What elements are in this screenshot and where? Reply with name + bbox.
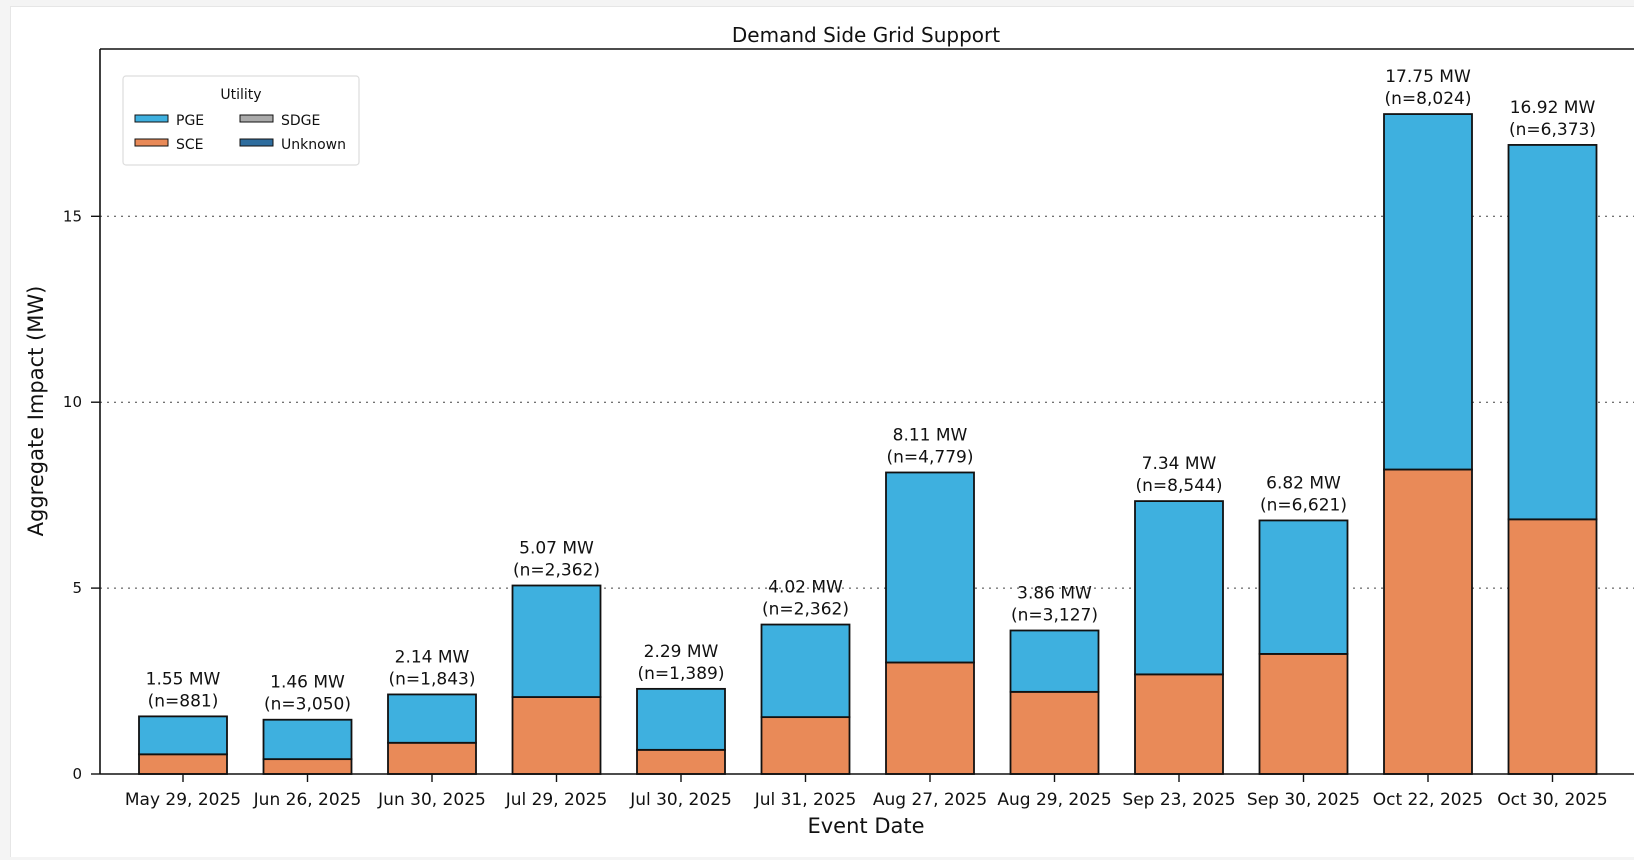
bar-segment-sce [1009, 690, 1100, 775]
bar-total-label: 5.07 MW [519, 539, 594, 559]
x-tick-label: Oct 22, 2025 [1373, 790, 1484, 810]
legend-label-sdge: SDGE [281, 113, 320, 129]
x-ticks: May 29, 2025 Jun 26, 2025 Jun 30, 2025 Jul … [125, 774, 1608, 810]
bar-count-label: (n=2,362) [762, 600, 849, 620]
legend-label-unknown: Unknown [281, 137, 346, 153]
bar-total-label: 1.46 MW [270, 673, 345, 693]
bar-total-label: 3.86 MW [1017, 583, 1092, 603]
bar-segment-pge [760, 623, 851, 719]
y-tick-label: 5 [72, 579, 82, 597]
bar-total-label: 2.14 MW [395, 647, 470, 667]
bar-segment-sce [1258, 653, 1349, 775]
legend-swatch-sce [134, 138, 169, 147]
bar-count-label: (n=881) [148, 691, 219, 711]
bar-segment-sce [1507, 518, 1598, 775]
y-ticks: 0 5 10 15 [63, 207, 100, 783]
legend-swatch-sdge [239, 114, 274, 123]
bar-segment-pge [1383, 113, 1473, 471]
bar-count-label: (n=4,779) [887, 447, 974, 467]
bar-total-label: 7.34 MW [1142, 454, 1217, 474]
bar-segment-pge [1009, 629, 1100, 693]
x-tick-label: Oct 30, 2025 [1497, 790, 1608, 810]
bar-total-label: 8.11 MW [893, 425, 968, 445]
bar-segment-pge [1258, 519, 1349, 655]
legend: Utility PGE SDGE SCE Unknown [122, 75, 360, 166]
y-tick-label: 15 [63, 207, 82, 225]
bar-segment-sce [636, 748, 726, 775]
x-tick-label: Jul 31, 2025 [754, 790, 857, 810]
bar-segment-pge [885, 471, 975, 664]
bar-segment-pge [1134, 500, 1224, 676]
bar-segment-pge [262, 718, 353, 761]
bar-total-label: 4.02 MW [768, 578, 843, 598]
bar-count-label: (n=1,389) [638, 664, 725, 684]
bar-labels: 1.55 MW(n=881)1.46 MW(n=3,050)2.14 MW(n=… [146, 67, 1596, 715]
bar-count-label: (n=8,024) [1385, 89, 1472, 109]
bar-segment-sce [387, 741, 477, 775]
legend-swatch-unknown [239, 138, 274, 147]
bar-count-label: (n=3,050) [264, 695, 351, 715]
legend-title: Utility [220, 87, 261, 103]
bar-segment-sce [885, 661, 975, 775]
legend-swatch-pge [134, 114, 169, 123]
x-tick-label: Sep 30, 2025 [1247, 790, 1360, 810]
bar-segment-pge [511, 584, 602, 698]
bar-segment-pge [138, 715, 228, 756]
x-tick-label: Aug 29, 2025 [997, 790, 1111, 810]
x-axis-title: Event Date [807, 814, 924, 838]
bar-segment-sce [262, 758, 353, 775]
axes [99, 48, 1634, 775]
x-tick-label: Sep 23, 2025 [1122, 790, 1235, 810]
bar-segment-sce [511, 696, 602, 775]
bar-count-label: (n=2,362) [513, 561, 600, 581]
bar-total-label: 1.55 MW [146, 669, 221, 689]
x-tick-label: Jun 30, 2025 [377, 790, 486, 810]
bar-count-label: (n=3,127) [1011, 605, 1098, 625]
y-tick-label: 10 [63, 393, 82, 411]
x-tick-label: Jun 26, 2025 [253, 790, 362, 810]
y-axis-title: Aggregate Impact (MW) [24, 286, 48, 537]
bar-segment-pge [636, 687, 726, 751]
bar-count-label: (n=1,843) [389, 669, 476, 689]
bar-segment-sce [1383, 468, 1473, 775]
x-tick-label: Aug 27, 2025 [873, 790, 987, 810]
bars [138, 113, 1598, 775]
bar-total-label: 2.29 MW [644, 642, 719, 662]
bar-segment-pge [1507, 144, 1598, 521]
bar-segment-sce [760, 716, 851, 775]
legend-label-pge: PGE [176, 113, 204, 129]
bar-total-label: 17.75 MW [1385, 67, 1471, 87]
x-tick-label: Jul 29, 2025 [505, 790, 608, 810]
bar-segment-sce [1134, 673, 1224, 775]
bar-count-label: (n=6,373) [1509, 120, 1596, 140]
x-tick-label: May 29, 2025 [125, 790, 241, 810]
bar-segment-sce [138, 753, 228, 775]
y-tick-label: 0 [72, 765, 82, 783]
bar-count-label: (n=6,621) [1260, 495, 1347, 515]
bar-count-label: (n=8,544) [1136, 476, 1223, 496]
legend-label-sce: SCE [176, 137, 204, 153]
chart-title: Demand Side Grid Support [732, 23, 1000, 47]
x-tick-label: Jul 30, 2025 [629, 790, 732, 810]
bar-total-label: 6.82 MW [1266, 473, 1341, 493]
bar-total-label: 16.92 MW [1510, 98, 1596, 118]
bar-segment-pge [387, 693, 477, 744]
